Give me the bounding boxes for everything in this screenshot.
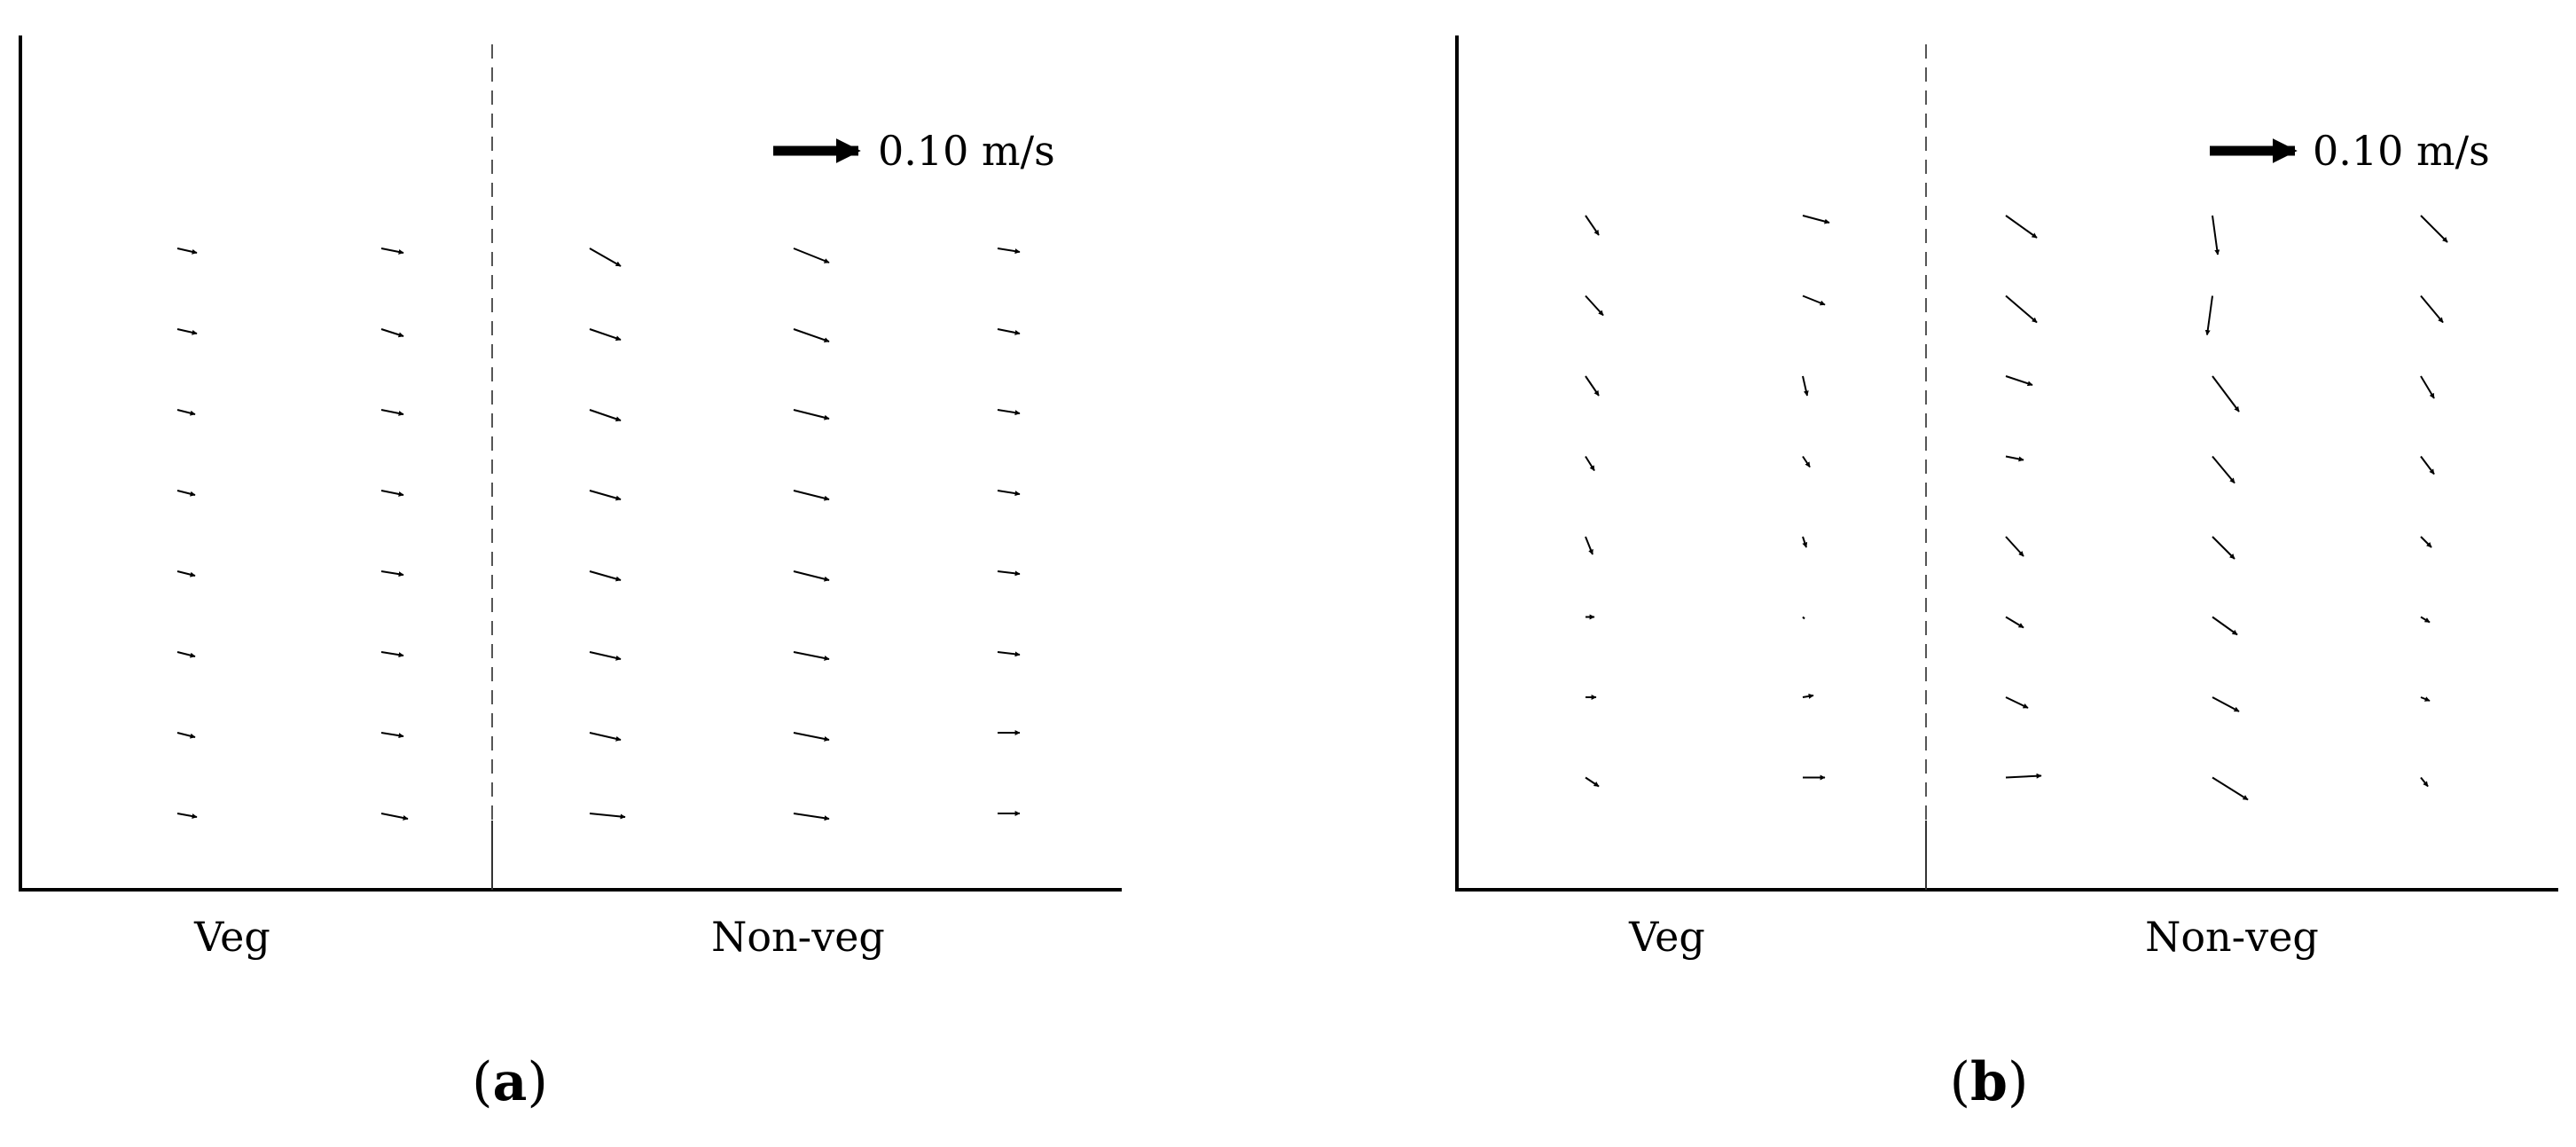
- velocity-vector-c4-r7: [2212, 696, 2240, 712]
- panel-b: 0.10 m/s Veg Non-veg (b): [1455, 35, 2558, 1113]
- velocity-vector-c5-r3: [2420, 375, 2435, 399]
- panel-label: (a): [472, 1051, 548, 1113]
- velocity-vector-c3-r2: [2005, 295, 2038, 324]
- velocity-vector-c5-r5: [2420, 536, 2432, 548]
- velocity-vector-c2-r2: [1802, 295, 1826, 306]
- velocity-vector-c1-r6: [176, 651, 196, 658]
- region-label-non-veg: Non-veg: [711, 913, 885, 961]
- region-label-veg: Veg: [1628, 913, 1705, 961]
- velocity-vector-c3-r8: [2005, 773, 2042, 779]
- velocity-vector-c1-r8: [176, 813, 198, 819]
- velocity-vector-c4-r4: [793, 490, 830, 501]
- velocity-vector-c2-r6: [380, 651, 404, 658]
- velocity-vector-c2-r5: [1802, 536, 1808, 548]
- velocity-vector-c3-r7: [2005, 696, 2029, 709]
- velocity-vector-c3-r5: [589, 570, 622, 582]
- vector-field: [176, 247, 1021, 821]
- panel-a: 0.10 m/s Veg Non-veg (a): [19, 35, 1122, 1113]
- velocity-vector-c3-r7: [589, 732, 622, 742]
- velocity-vector-c1-r8: [1585, 776, 1600, 788]
- velocity-vector-c2-r1: [380, 247, 404, 255]
- velocity-vector-c2-r7: [1802, 693, 1814, 699]
- velocity-vector-c4-r4: [2212, 455, 2235, 484]
- velocity-vector-c4-r2: [2204, 295, 2213, 336]
- velocity-vector-c4-r8: [793, 813, 830, 821]
- velocity-vector-c4-r6: [2212, 616, 2238, 636]
- velocity-vector-c3-r6: [589, 651, 622, 661]
- vector-field: [1585, 215, 2448, 801]
- velocity-vector-c5-r3: [997, 409, 1021, 416]
- velocity-vector-c5-r6: [2420, 616, 2431, 624]
- velocity-vector-c2-r6: [1802, 616, 1805, 620]
- velocity-vector-c3-r4: [589, 490, 622, 501]
- velocity-vector-c5-r4: [2420, 455, 2435, 475]
- velocity-vector-c4-r5: [793, 570, 830, 582]
- velocity-vector-c3-r1: [589, 247, 622, 267]
- velocity-vector-c2-r4: [1802, 455, 1811, 468]
- velocity-vector-c5-r5: [997, 570, 1021, 577]
- velocity-vector-c1-r5: [1585, 536, 1593, 555]
- region-label-veg: Veg: [193, 913, 270, 961]
- velocity-vector-c3-r3: [589, 409, 622, 422]
- velocity-vector-c5-r6: [997, 651, 1021, 657]
- velocity-vector-c1-r3: [1585, 375, 1600, 397]
- velocity-vector-c4-r7: [793, 732, 830, 742]
- velocity-vector-c4-r1: [793, 247, 830, 263]
- velocity-vector-c3-r3: [2005, 375, 2033, 387]
- velocity-vector-c5-r7: [2420, 696, 2431, 702]
- velocity-vector-c2-r7: [380, 732, 404, 739]
- reference-label: 0.10 m/s: [2313, 127, 2490, 175]
- velocity-vector-c2-r8: [380, 813, 409, 821]
- velocity-vector-c4-r5: [2212, 536, 2235, 560]
- velocity-vector-c5-r4: [997, 490, 1021, 497]
- velocity-vector-c3-r4: [2005, 455, 2024, 462]
- velocity-vector-c3-r5: [2005, 536, 2024, 557]
- velocity-vector-c4-r6: [793, 651, 830, 661]
- velocity-vector-c1-r1: [176, 247, 198, 255]
- velocity-vector-c5-r8: [2420, 776, 2429, 788]
- velocity-vector-c5-r1: [2420, 215, 2448, 243]
- velocity-vector-c5-r1: [997, 247, 1021, 255]
- velocity-vector-c2-r5: [380, 570, 404, 577]
- velocity-vector-c1-r7: [176, 732, 196, 739]
- velocity-vector-c2-r3: [380, 409, 404, 416]
- velocity-vector-c1-r4: [1585, 455, 1595, 472]
- velocity-vector-c4-r3: [793, 409, 830, 420]
- velocity-vector-c1-r5: [176, 570, 196, 577]
- velocity-vector-c3-r6: [2005, 616, 2024, 629]
- velocity-vector-c2-r4: [380, 490, 404, 497]
- reference-label: 0.10 m/s: [878, 127, 1055, 175]
- velocity-vector-c1-r3: [176, 409, 196, 416]
- velocity-vector-c1-r4: [176, 490, 196, 497]
- velocity-vector-c1-r1: [1585, 215, 1600, 236]
- velocity-vector-c1-r2: [176, 328, 198, 335]
- velocity-vector-c4-r2: [793, 328, 830, 343]
- velocity-vector-c2-r1: [1802, 215, 1830, 224]
- velocity-vector-c3-r8: [589, 813, 626, 820]
- velocity-vector-c3-r1: [2005, 215, 2038, 239]
- region-label-non-veg: Non-veg: [2145, 913, 2319, 961]
- velocity-vector-c2-r2: [380, 328, 404, 338]
- panel-label: (b): [1950, 1051, 2029, 1113]
- velocity-vector-c5-r2: [2420, 295, 2444, 324]
- velocity-vector-c3-r2: [589, 328, 622, 342]
- velocity-vector-c4-r1: [2212, 215, 2220, 255]
- velocity-vector-c5-r2: [997, 328, 1021, 335]
- velocity-vector-c4-r3: [2212, 375, 2240, 412]
- velocity-vector-c2-r3: [1802, 375, 1809, 397]
- velocity-vector-c4-r8: [2212, 776, 2249, 801]
- velocity-vector-c1-r2: [1585, 295, 1604, 317]
